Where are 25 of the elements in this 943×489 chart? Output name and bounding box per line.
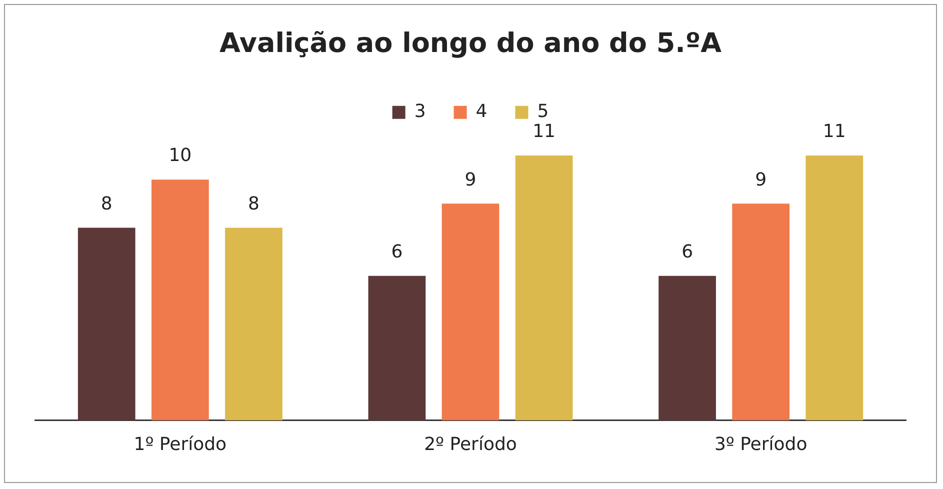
bar [151,180,209,420]
data-label: 10 [168,145,192,166]
bar [806,155,864,420]
data-label: 11 [822,121,846,142]
x-tick-label: 1º Período [134,434,227,455]
data-label: 6 [391,242,403,263]
bar [78,228,136,420]
bar [658,276,716,420]
data-label: 8 [100,193,112,214]
data-label: 8 [248,193,260,214]
legend-label: 5 [537,101,549,122]
bar [225,228,282,420]
legend-label: 3 [414,101,426,122]
data-label: 11 [532,121,556,142]
bar [732,204,790,420]
data-label: 6 [682,242,694,263]
bar [442,204,500,420]
data-label: 9 [755,169,767,190]
chart-title: Avalição ao longo do ano do 5.ºA [219,28,722,60]
data-label: 9 [464,169,476,190]
x-tick-label: 3º Período [714,434,808,455]
x-tick-label: 2º Período [424,434,517,455]
legend-label: 4 [476,101,488,122]
bar [368,276,426,420]
bar [515,155,573,420]
